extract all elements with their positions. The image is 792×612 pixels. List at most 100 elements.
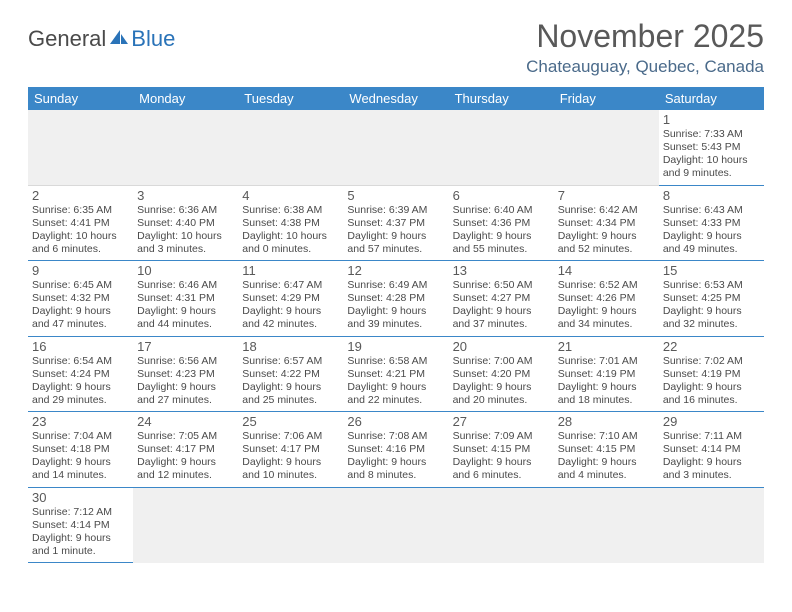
calendar-cell bbox=[28, 110, 133, 185]
day-number: 9 bbox=[32, 263, 129, 278]
daylight-line: and 6 minutes. bbox=[32, 243, 129, 256]
day-number: 14 bbox=[558, 263, 655, 278]
daylight-line: Daylight: 9 hours bbox=[558, 305, 655, 318]
daylight-line: Daylight: 9 hours bbox=[558, 381, 655, 394]
sunrise-line: Sunrise: 6:46 AM bbox=[137, 279, 234, 292]
daylight-line: and 6 minutes. bbox=[453, 469, 550, 482]
calendar-row: 16Sunrise: 6:54 AMSunset: 4:24 PM Dayligh… bbox=[28, 336, 764, 412]
calendar-cell: 17Sunrise: 6:56 AMSunset: 4:23 PMDayligh… bbox=[133, 336, 238, 412]
day-number: 15 bbox=[663, 263, 760, 278]
day-header-row: Sunday Monday Tuesday Wednesday Thursday… bbox=[28, 87, 764, 110]
daylight-line: and 18 minutes. bbox=[558, 394, 655, 407]
sunset-line: Sunset: 4:24 PM bbox=[32, 368, 129, 381]
day-header: Friday bbox=[554, 87, 659, 110]
day-number: 17 bbox=[137, 339, 234, 354]
daylight-line: and 37 minutes. bbox=[453, 318, 550, 331]
daylight-line: and 16 minutes. bbox=[663, 394, 760, 407]
daylight-line: and 49 minutes. bbox=[663, 243, 760, 256]
calendar-cell: 12Sunrise: 6:49 AMSunset: 4:28 PMDayligh… bbox=[343, 261, 448, 337]
calendar-cell bbox=[659, 487, 764, 563]
sunrise-line: Sunrise: 7:08 AM bbox=[347, 430, 444, 443]
sunset-line: Sunset: 4:17 PM bbox=[242, 443, 339, 456]
day-header: Monday bbox=[133, 87, 238, 110]
calendar-cell: 23Sunrise: 7:04 AMSunset: 4:18 PMDayligh… bbox=[28, 412, 133, 488]
day-number: 8 bbox=[663, 188, 760, 203]
calendar-cell: 13Sunrise: 6:50 AMSunset: 4:27 PMDayligh… bbox=[449, 261, 554, 337]
daylight-line: Daylight: 9 hours bbox=[32, 532, 129, 545]
calendar-cell bbox=[554, 487, 659, 563]
daylight-line: and 22 minutes. bbox=[347, 394, 444, 407]
day-number: 24 bbox=[137, 414, 234, 429]
day-number: 26 bbox=[347, 414, 444, 429]
calendar-cell: 25Sunrise: 7:06 AMSunset: 4:17 PMDayligh… bbox=[238, 412, 343, 488]
calendar-cell bbox=[133, 487, 238, 563]
calendar-cell: 6Sunrise: 6:40 AMSunset: 4:36 PMDaylight… bbox=[449, 185, 554, 261]
day-number: 27 bbox=[453, 414, 550, 429]
sunset-line: Sunset: 4:26 PM bbox=[558, 292, 655, 305]
day-header: Saturday bbox=[659, 87, 764, 110]
day-number: 18 bbox=[242, 339, 339, 354]
calendar-cell: 24Sunrise: 7:05 AMSunset: 4:17 PMDayligh… bbox=[133, 412, 238, 488]
daylight-line: and 32 minutes. bbox=[663, 318, 760, 331]
daylight-line: and 55 minutes. bbox=[453, 243, 550, 256]
sunset-line: Sunset: 4:37 PM bbox=[347, 217, 444, 230]
calendar-cell: 22Sunrise: 7:02 AMSunset: 4:19 PMDayligh… bbox=[659, 336, 764, 412]
daylight-line: and 42 minutes. bbox=[242, 318, 339, 331]
daylight-line: and 27 minutes. bbox=[137, 394, 234, 407]
calendar-cell bbox=[449, 110, 554, 185]
calendar-cell: 11Sunrise: 6:47 AMSunset: 4:29 PMDayligh… bbox=[238, 261, 343, 337]
calendar-cell: 2Sunrise: 6:35 AMSunset: 4:41 PMDaylight… bbox=[28, 185, 133, 261]
sunset-line: Sunset: 4:31 PM bbox=[137, 292, 234, 305]
calendar-cell: 29Sunrise: 7:11 AMSunset: 4:14 PMDayligh… bbox=[659, 412, 764, 488]
day-number: 5 bbox=[347, 188, 444, 203]
calendar-row: 30Sunrise: 7:12 AMSunset: 4:14 PMDayligh… bbox=[28, 487, 764, 563]
sunrise-line: Sunrise: 6:58 AM bbox=[347, 355, 444, 368]
sunset-line: Sunset: 4:17 PM bbox=[137, 443, 234, 456]
day-number: 3 bbox=[137, 188, 234, 203]
header: General Blue November 2025 Chateauguay, … bbox=[28, 18, 764, 77]
daylight-line: and 52 minutes. bbox=[558, 243, 655, 256]
sunrise-line: Sunrise: 6:54 AM bbox=[32, 355, 129, 368]
daylight-line: Daylight: 9 hours bbox=[242, 305, 339, 318]
day-number: 2 bbox=[32, 188, 129, 203]
sunrise-line: Sunrise: 7:01 AM bbox=[558, 355, 655, 368]
daylight-line: and 9 minutes. bbox=[663, 167, 760, 180]
daylight-line: and 0 minutes. bbox=[242, 243, 339, 256]
daylight-line: and 57 minutes. bbox=[347, 243, 444, 256]
sunrise-line: Sunrise: 6:36 AM bbox=[137, 204, 234, 217]
calendar-row: 23Sunrise: 7:04 AMSunset: 4:18 PMDayligh… bbox=[28, 412, 764, 488]
sunrise-line: Sunrise: 6:52 AM bbox=[558, 279, 655, 292]
daylight-line: Daylight: 9 hours bbox=[453, 456, 550, 469]
sunrise-line: Sunrise: 6:43 AM bbox=[663, 204, 760, 217]
sunrise-line: Sunrise: 7:04 AM bbox=[32, 430, 129, 443]
calendar-table: Sunday Monday Tuesday Wednesday Thursday… bbox=[28, 87, 764, 563]
sunrise-line: Sunrise: 7:10 AM bbox=[558, 430, 655, 443]
calendar-cell: 18Sunrise: 6:57 AMSunset: 4:22 PMDayligh… bbox=[238, 336, 343, 412]
calendar-cell: 4Sunrise: 6:38 AMSunset: 4:38 PMDaylight… bbox=[238, 185, 343, 261]
sunset-line: Sunset: 4:20 PM bbox=[453, 368, 550, 381]
day-number: 6 bbox=[453, 188, 550, 203]
daylight-line: Daylight: 9 hours bbox=[663, 381, 760, 394]
calendar-row: 9Sunrise: 6:45 AMSunset: 4:32 PMDaylight… bbox=[28, 261, 764, 337]
calendar-row: 2Sunrise: 6:35 AMSunset: 4:41 PMDaylight… bbox=[28, 185, 764, 261]
day-number: 30 bbox=[32, 490, 129, 505]
sunrise-line: Sunrise: 6:38 AM bbox=[242, 204, 339, 217]
calendar-cell: 9Sunrise: 6:45 AMSunset: 4:32 PMDaylight… bbox=[28, 261, 133, 337]
calendar-cell bbox=[343, 487, 448, 563]
day-number: 1 bbox=[663, 112, 760, 127]
sunset-line: Sunset: 4:33 PM bbox=[663, 217, 760, 230]
daylight-line: Daylight: 9 hours bbox=[663, 230, 760, 243]
page-title: November 2025 bbox=[526, 18, 764, 55]
daylight-line: Daylight: 9 hours bbox=[453, 381, 550, 394]
sunset-line: Sunset: 4:36 PM bbox=[453, 217, 550, 230]
day-number: 11 bbox=[242, 263, 339, 278]
daylight-line: Daylight: 9 hours bbox=[453, 230, 550, 243]
sunrise-line: Sunrise: 6:45 AM bbox=[32, 279, 129, 292]
day-number: 16 bbox=[32, 339, 129, 354]
sunset-line: Sunset: 4:25 PM bbox=[663, 292, 760, 305]
day-number: 4 bbox=[242, 188, 339, 203]
daylight-line: Daylight: 10 hours bbox=[137, 230, 234, 243]
sunset-line: Sunset: 4:15 PM bbox=[558, 443, 655, 456]
sunrise-line: Sunrise: 6:53 AM bbox=[663, 279, 760, 292]
sunrise-line: Sunrise: 7:06 AM bbox=[242, 430, 339, 443]
